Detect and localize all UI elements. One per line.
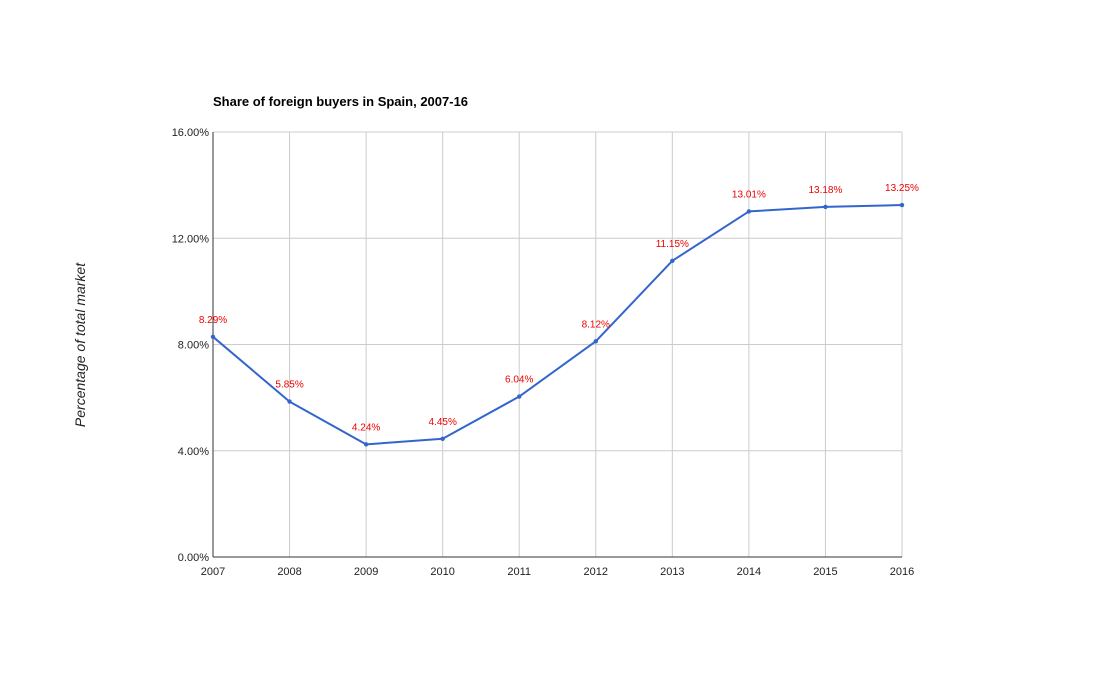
series-group	[210, 202, 905, 447]
data-point	[593, 339, 598, 344]
x-tick-label: 2016	[890, 566, 914, 578]
y-tick-label: 0.00%	[178, 552, 209, 564]
data-label: 13.18%	[808, 185, 842, 196]
series-line	[212, 204, 903, 446]
data-label: 4.24%	[352, 422, 380, 433]
data-point	[899, 202, 905, 208]
data-label: 13.25%	[885, 183, 919, 194]
data-point	[670, 258, 675, 264]
y-tick-label: 4.00%	[178, 446, 209, 458]
chart-title: Share of foreign buyers in Spain, 2007-1…	[213, 94, 468, 109]
x-tick-label: 2009	[354, 566, 378, 578]
y-tick-label: 16.00%	[172, 127, 210, 139]
x-tick-label: 2007	[201, 566, 225, 578]
x-tick-label: 2015	[813, 566, 837, 578]
x-tick-label: 2013	[660, 566, 684, 578]
data-label: 8.29%	[199, 315, 227, 326]
data-point	[746, 209, 752, 214]
x-tick-label: 2008	[277, 566, 301, 578]
y-tick-label: 12.00%	[172, 233, 210, 245]
axes	[212, 132, 902, 558]
data-labels: 8.29% 5.85% 4.24% 4.45% 6.04% 8.12% 11.15% 13.0…	[199, 183, 919, 433]
data-point	[517, 394, 522, 399]
data-label: 13.01%	[732, 189, 766, 200]
data-point	[363, 442, 369, 447]
x-tick-label: 2014	[737, 566, 761, 578]
data-label: 6.04%	[505, 375, 533, 386]
data-point	[287, 399, 292, 404]
data-label: 5.85%	[275, 380, 303, 391]
grid-lines	[213, 131, 903, 557]
data-point	[210, 334, 216, 339]
x-tick-label: 2012	[584, 566, 608, 578]
x-tick-labels: 2007 2008 2009 2010 2011 2012 2013 2014 2015 2016	[201, 566, 914, 578]
data-label: 8.12%	[582, 319, 610, 330]
y-axis-label: Percentage of total market	[72, 262, 88, 427]
y-tick-label: 8.00%	[178, 340, 209, 352]
y-tick-labels: 0.00% 4.00% 8.00% 12.00% 16.00%	[172, 127, 210, 564]
data-label: 4.45%	[428, 417, 456, 428]
x-tick-label: 2011	[507, 566, 531, 578]
data-point	[440, 436, 445, 441]
data-point	[823, 204, 828, 210]
x-tick-label: 2010	[430, 566, 454, 578]
data-label: 11.15%	[656, 239, 689, 250]
